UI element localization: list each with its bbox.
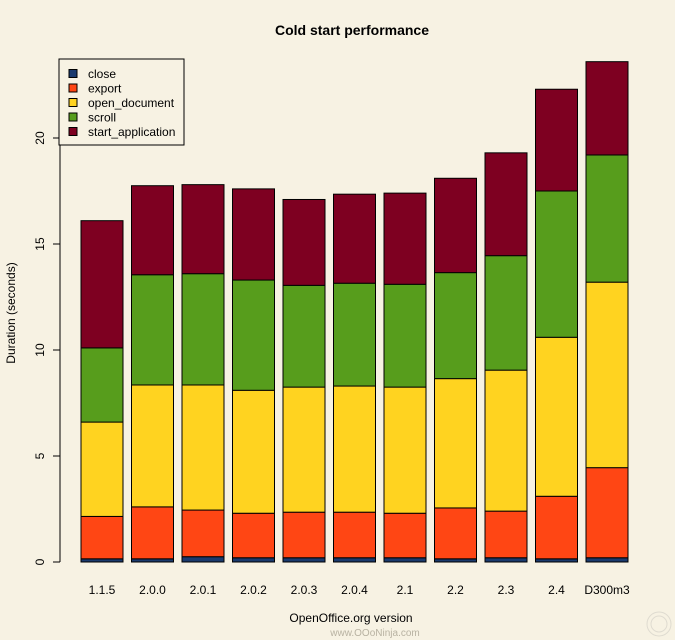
legend-swatch-start_application [68, 127, 78, 136]
legend-label-scroll: scroll [88, 111, 116, 125]
bar-segment-scroll-2.1 [383, 283, 427, 388]
x-tick-label: 2.3 [498, 583, 515, 597]
x-tick-label: 2.0.4 [341, 583, 368, 597]
bar-segment-export-2.0.3 [282, 511, 326, 559]
bar-segment-close-2.3 [484, 557, 528, 563]
bar-segment-export-2.0.1 [181, 509, 225, 558]
x-tick-label: 2.0.2 [240, 583, 267, 597]
bar-segment-scroll-2.0.2 [232, 279, 275, 391]
watermark-logo-icon [646, 611, 672, 637]
bar-segment-close-2.1 [383, 557, 427, 563]
bar-segment-export-D300m3 [585, 467, 629, 559]
bar-segment-export-2.2 [434, 507, 477, 560]
legend: closeexportopen_documentscrollstart_appl… [58, 58, 185, 146]
bar-segment-close-2.0.2 [232, 557, 275, 563]
x-tick-label: 2.2 [447, 583, 464, 597]
x-tick-labels: 1.1.5 2.0.0 2.0.1 2.0.2 2.0.3 2.0.4 2.1 2.2 2.3 2… [89, 583, 630, 597]
legend-swatch-scroll [68, 112, 78, 122]
x-tick-label: 2.0.1 [190, 583, 217, 597]
bars [80, 61, 629, 563]
bar-segment-export-1.1.5 [80, 515, 124, 560]
x-tick-label: 2.0.0 [139, 583, 166, 597]
bar-segment-scroll-2.0.1 [181, 273, 225, 386]
chart-title: Cold start performance [275, 22, 429, 38]
bar-segment-open_document-2.2 [434, 378, 477, 509]
y-axis-label: Duration (seconds) [4, 262, 18, 363]
bar-segment-scroll-2.2 [434, 272, 477, 380]
x-tick-label: D300m3 [584, 583, 630, 597]
legend-label-start_application: start_application [88, 125, 175, 139]
bar-segment-start_application-2.0.1 [181, 184, 225, 275]
bar-segment-open_document-2.0.1 [181, 384, 225, 511]
legend-box [58, 58, 185, 146]
bar-segment-scroll-2.3 [484, 255, 528, 371]
bar-segment-start_application-2.0.4 [333, 193, 376, 284]
bar-segment-open_document-2.0.3 [282, 386, 326, 513]
bar-segment-open_document-1.1.5 [80, 421, 124, 517]
bar-segment-open_document-2.4 [535, 336, 578, 497]
bar-segment-start_application-D300m3 [585, 61, 629, 156]
x-tick-label: 2.1 [397, 583, 414, 597]
x-tick-label: 2.0.3 [291, 583, 318, 597]
bar-segment-start_application-1.1.5 [80, 220, 124, 349]
y-tick-label: 0 [33, 558, 47, 565]
legend-label-open_document: open_document [88, 96, 175, 110]
y-tick-label: 5 [33, 452, 47, 459]
bar-segment-scroll-D300m3 [585, 154, 629, 283]
bar-segment-export-2.1 [383, 512, 427, 559]
y-tick-label: 20 [33, 131, 47, 145]
bar-segment-close-2.0.4 [333, 557, 376, 563]
bar-segment-close-2.0.1 [181, 556, 225, 563]
bar-segment-open_document-2.3 [484, 369, 528, 512]
y-tick-label: 10 [33, 343, 47, 357]
bar-segment-start_application-2.2 [434, 177, 477, 274]
bar-segment-start_application-2.1 [383, 192, 427, 285]
legend-label-close: close [88, 67, 116, 81]
bar-segment-start_application-2.4 [535, 88, 578, 192]
bar-segment-open_document-2.0.4 [333, 385, 376, 513]
legend-swatch-open_document [68, 98, 78, 107]
bar-segment-scroll-2.0.4 [333, 282, 376, 387]
bar-segment-export-2.0.0 [131, 506, 174, 560]
y-tick-label: 15 [33, 237, 47, 251]
bar-segment-export-2.4 [535, 495, 578, 560]
bar-segment-start_application-2.0.0 [131, 185, 174, 276]
bar-segment-scroll-1.1.5 [80, 347, 124, 423]
bar-segment-start_application-2.3 [484, 152, 528, 257]
bar-segment-close-2.0.3 [282, 557, 326, 563]
x-tick-label: 2.4 [548, 583, 565, 597]
bar-segment-scroll-2.0.3 [282, 284, 326, 388]
bar-segment-export-2.0.4 [333, 511, 376, 559]
bar-segment-open_document-2.1 [383, 386, 427, 514]
bar-segment-export-2.3 [484, 510, 528, 559]
watermark-text: www.OOoNinja.com [329, 628, 419, 639]
legend-swatch-export [68, 83, 78, 93]
bar-segment-scroll-2.0.0 [131, 274, 174, 386]
bar-segment-scroll-2.4 [535, 190, 578, 338]
x-axis-label: OpenOffice.org version [289, 611, 412, 625]
bar-segment-start_application-2.0.2 [232, 188, 275, 281]
y-axis: 0 5 10 15 20 [33, 131, 61, 565]
x-tick-label: 1.1.5 [89, 583, 116, 597]
bar-segment-export-2.0.2 [232, 512, 275, 559]
legend-label-export: export [88, 82, 122, 96]
bar-segment-open_document-2.0.2 [232, 389, 275, 514]
bar-segment-open_document-D300m3 [585, 281, 629, 469]
legend-swatch-close [68, 69, 78, 78]
bar-segment-start_application-2.0.3 [282, 198, 326, 286]
bar-segment-close-D300m3 [585, 557, 629, 563]
bar-segment-open_document-2.0.0 [131, 384, 174, 508]
